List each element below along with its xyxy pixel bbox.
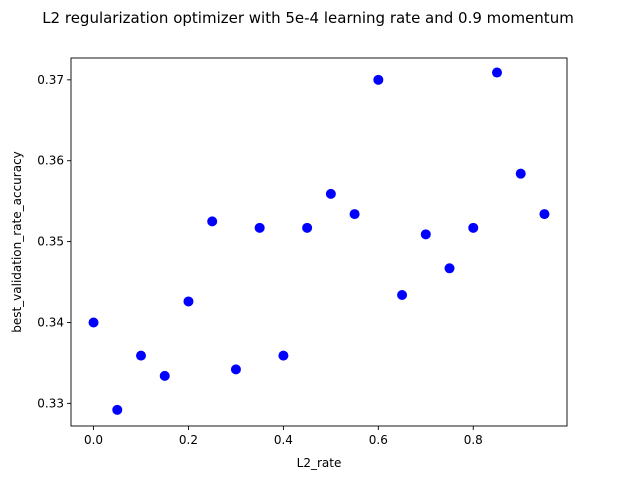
data-point [539,209,550,220]
data-point [349,209,360,220]
data-point [491,67,502,78]
data-point [254,222,265,233]
data-point [515,168,526,179]
data-point [278,350,289,361]
y-axis-label: best_validation_rate_accuracy [10,151,24,333]
data-point [302,222,313,233]
y-axis: 0.33 0.34 0.35 0.36 0.37 [37,73,71,410]
data-point [88,317,99,328]
x-tick-label: 0.6 [369,433,388,447]
x-tick-label: 0.0 [84,433,103,447]
chart-title: L2 regularization optimizer with 5e-4 le… [42,9,574,27]
y-tick-label: 0.34 [37,315,64,329]
data-point [159,370,170,381]
y-tick-label: 0.35 [37,235,64,249]
x-tick-label: 0.8 [464,433,483,447]
data-point [230,364,241,375]
data-points [88,67,550,415]
plot-area [70,57,568,427]
data-point [136,350,147,361]
data-point [420,229,431,240]
x-axis-label: L2_rate [297,456,342,470]
x-tick-label: 0.2 [179,433,198,447]
data-point [468,222,479,233]
data-point [444,263,455,274]
y-tick-label: 0.37 [37,73,64,87]
y-tick-label: 0.33 [37,396,64,410]
data-point [373,74,384,85]
data-point [397,289,408,300]
x-tick-label: 0.4 [274,433,293,447]
x-axis: 0.0 0.2 0.4 0.6 0.8 [84,426,483,447]
data-point [207,216,218,227]
data-point [112,404,123,415]
data-point [183,296,194,307]
data-point [325,188,336,199]
y-tick-label: 0.36 [37,154,64,168]
